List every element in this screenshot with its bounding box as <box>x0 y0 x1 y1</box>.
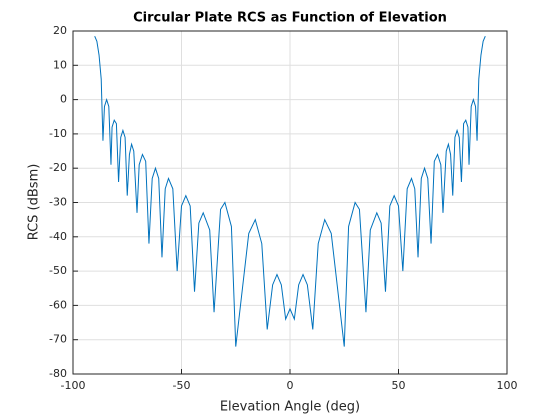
x-tick-label: 100 <box>497 379 518 392</box>
y-tick-label: -70 <box>49 333 67 346</box>
y-tick-label: -40 <box>49 230 67 243</box>
x-axis-label: Elevation Angle (deg) <box>220 400 360 415</box>
data-line <box>94 35 486 347</box>
y-axis-label: RCS (dBsm) <box>27 164 42 241</box>
y-tick-label: -30 <box>49 196 67 209</box>
y-tick-label: 20 <box>53 24 67 37</box>
y-tick-label: -80 <box>49 367 67 380</box>
x-tick-label: -100 <box>61 379 86 392</box>
y-tick-label: -20 <box>49 161 67 174</box>
y-tick-label: -50 <box>49 264 67 277</box>
y-tick-label: -60 <box>49 298 67 311</box>
y-tick-label: -10 <box>49 127 67 140</box>
x-tick-label: 50 <box>392 379 406 392</box>
y-tick-label: 0 <box>60 93 67 106</box>
x-tick-label: 0 <box>287 379 294 392</box>
y-tick-label: 10 <box>53 58 67 71</box>
x-tick-label: -50 <box>173 379 191 392</box>
chart-title: Circular Plate RCS as Function of Elevat… <box>133 11 447 26</box>
plot-frame <box>72 30 508 375</box>
